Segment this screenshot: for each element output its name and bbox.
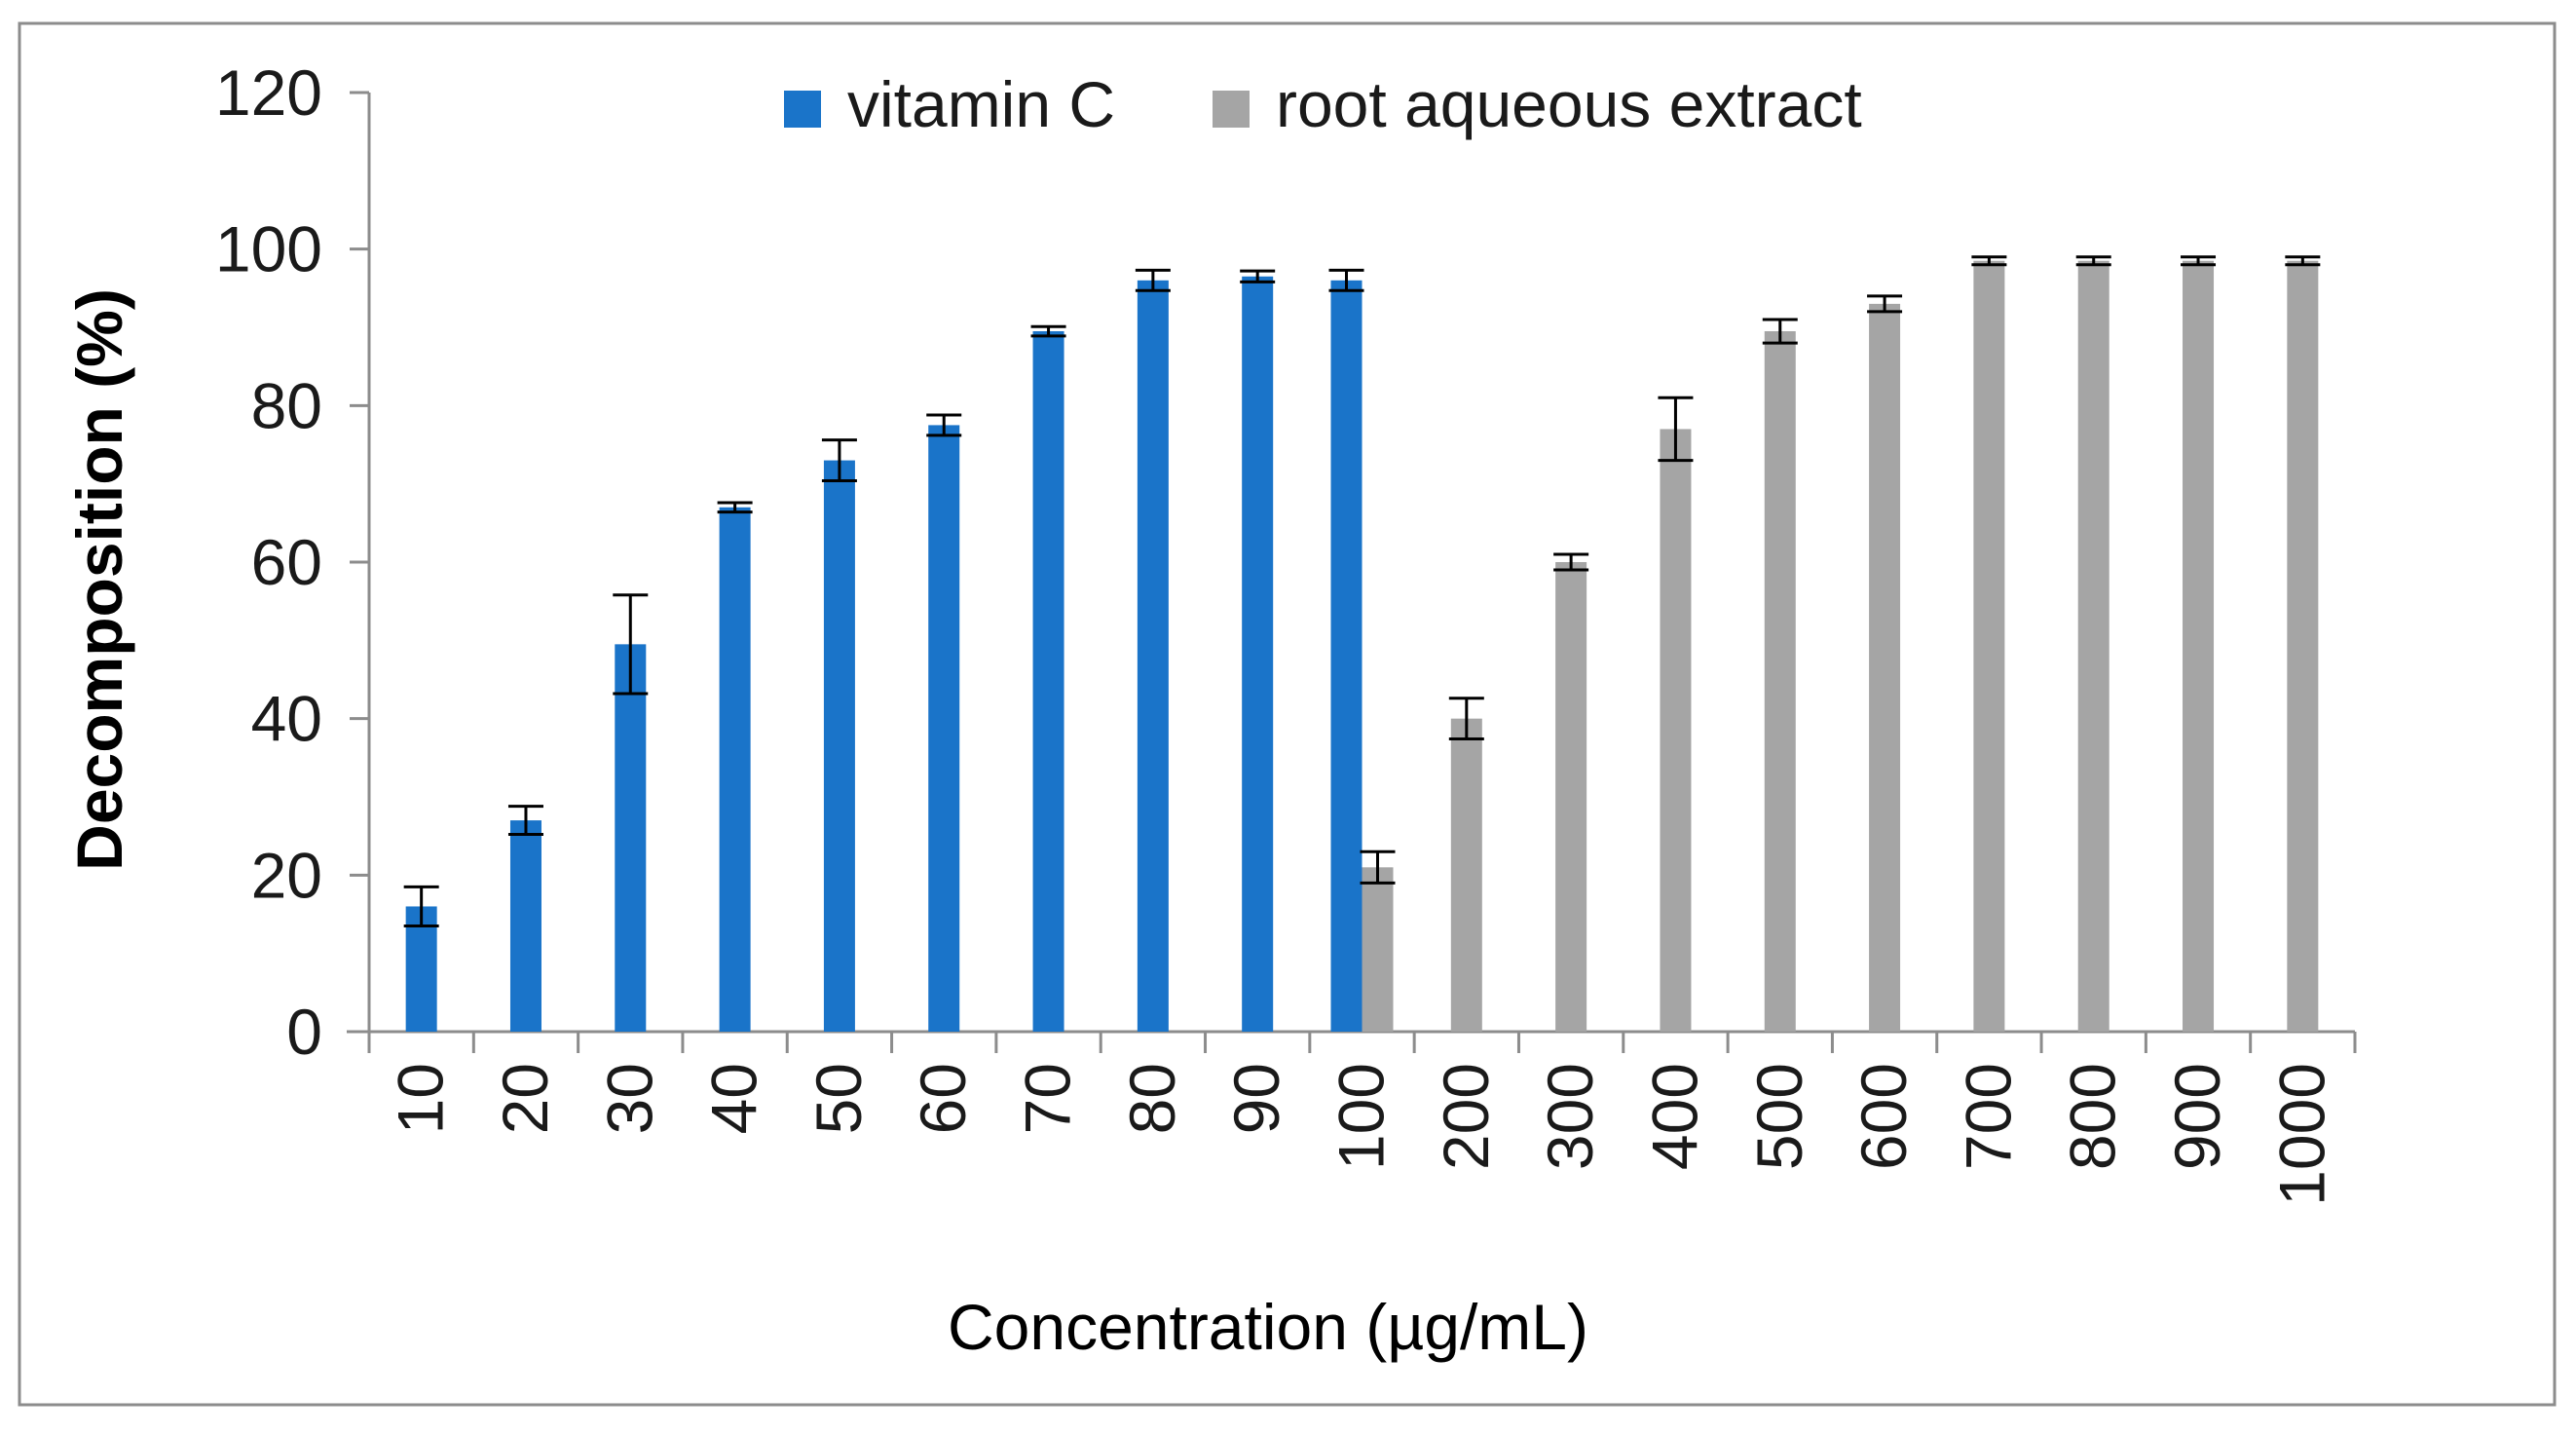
bar-vitamin-c-100: [1330, 280, 1363, 1032]
x-tick-label-100: 100: [1325, 1063, 1398, 1170]
bar-vitamin-c-90: [1242, 276, 1274, 1032]
bar-root-aqueous-extract-1000: [2287, 260, 2319, 1032]
x-tick-label-1000: 1000: [2265, 1063, 2337, 1206]
x-tick-label-600: 600: [1848, 1063, 1920, 1170]
bar-vitamin-c-20: [509, 820, 541, 1032]
y-tick-label-0: 0: [286, 996, 322, 1068]
legend: vitamin C root aqueous extract: [784, 68, 1862, 140]
bar-vitamin-c-30: [615, 644, 647, 1032]
x-tick-label-500: 500: [1743, 1063, 1815, 1170]
legend-label-root-aqueous-extract: root aqueous extract: [1276, 68, 1862, 140]
bar-root-aqueous-extract-100: [1362, 867, 1394, 1032]
x-tick-label-90: 90: [1220, 1063, 1292, 1134]
bar-vitamin-c-50: [823, 460, 855, 1033]
y-tick-label-60: 60: [251, 526, 322, 598]
x-tick-label-50: 50: [803, 1063, 875, 1134]
bar-root-aqueous-extract-300: [1555, 562, 1587, 1032]
x-tick-label-80: 80: [1116, 1063, 1188, 1134]
y-axis-title: Decomposition (%): [63, 288, 135, 871]
bar-root-aqueous-extract-900: [2183, 260, 2215, 1032]
x-tick-label-200: 200: [1430, 1063, 1502, 1170]
x-tick-label-400: 400: [1638, 1063, 1710, 1170]
y-tick-labels: 0 20 40 60 80 100 120: [215, 57, 322, 1068]
bar-vitamin-c-40: [719, 507, 751, 1032]
legend-swatch-vitamin-c: [784, 91, 821, 128]
x-axis-title: Concentration (µg/mL): [948, 1291, 1588, 1363]
bars: [405, 260, 2319, 1033]
x-tick-label-40: 40: [698, 1063, 770, 1134]
legend-swatch-root-aqueous-extract: [1213, 91, 1250, 128]
x-tick-label-70: 70: [1012, 1063, 1084, 1134]
x-tick-labels: 10 20 30 40 50 60 70 80 90 100 200 300 400 500 600 700 8…: [385, 1063, 2338, 1206]
x-tick-label-10: 10: [385, 1063, 457, 1134]
error-bars: [403, 255, 2321, 928]
bar-root-aqueous-extract-400: [1660, 429, 1692, 1032]
bar-vitamin-c-70: [1032, 331, 1064, 1032]
y-tick-label-100: 100: [215, 213, 322, 285]
y-tick-label-120: 120: [215, 57, 322, 129]
x-tick-label-800: 800: [2057, 1063, 2129, 1170]
x-tick-label-60: 60: [907, 1063, 979, 1134]
x-tick-label-900: 900: [2161, 1063, 2233, 1170]
y-tick-label-80: 80: [251, 369, 322, 441]
bar-root-aqueous-extract-800: [2077, 260, 2109, 1032]
bar-root-aqueous-extract-500: [1764, 331, 1796, 1032]
chart-frame: [18, 21, 2557, 1407]
bar-vitamin-c-60: [928, 425, 960, 1033]
x-tick-label-700: 700: [1952, 1063, 2024, 1170]
x-tick-label-300: 300: [1534, 1063, 1606, 1170]
y-tick-label-40: 40: [251, 683, 322, 755]
legend-label-vitamin-c: vitamin C: [847, 68, 1115, 140]
x-tick-label-20: 20: [489, 1063, 561, 1134]
bar-vitamin-c-80: [1137, 280, 1169, 1032]
y-tick-label-20: 20: [251, 839, 322, 911]
x-tick-label-30: 30: [593, 1063, 665, 1134]
bar-root-aqueous-extract-600: [1869, 303, 1901, 1032]
bar-root-aqueous-extract-700: [1973, 260, 2005, 1032]
bar-root-aqueous-extract-200: [1450, 718, 1482, 1032]
